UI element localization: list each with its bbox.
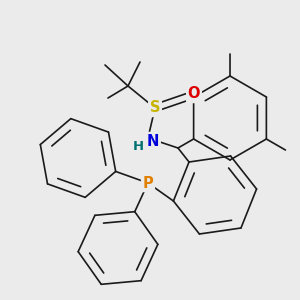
Text: S: S [150,100,160,116]
Text: P: P [142,176,153,190]
Text: N: N [147,134,159,148]
Text: H: H [132,140,144,152]
Text: O: O [188,86,200,101]
